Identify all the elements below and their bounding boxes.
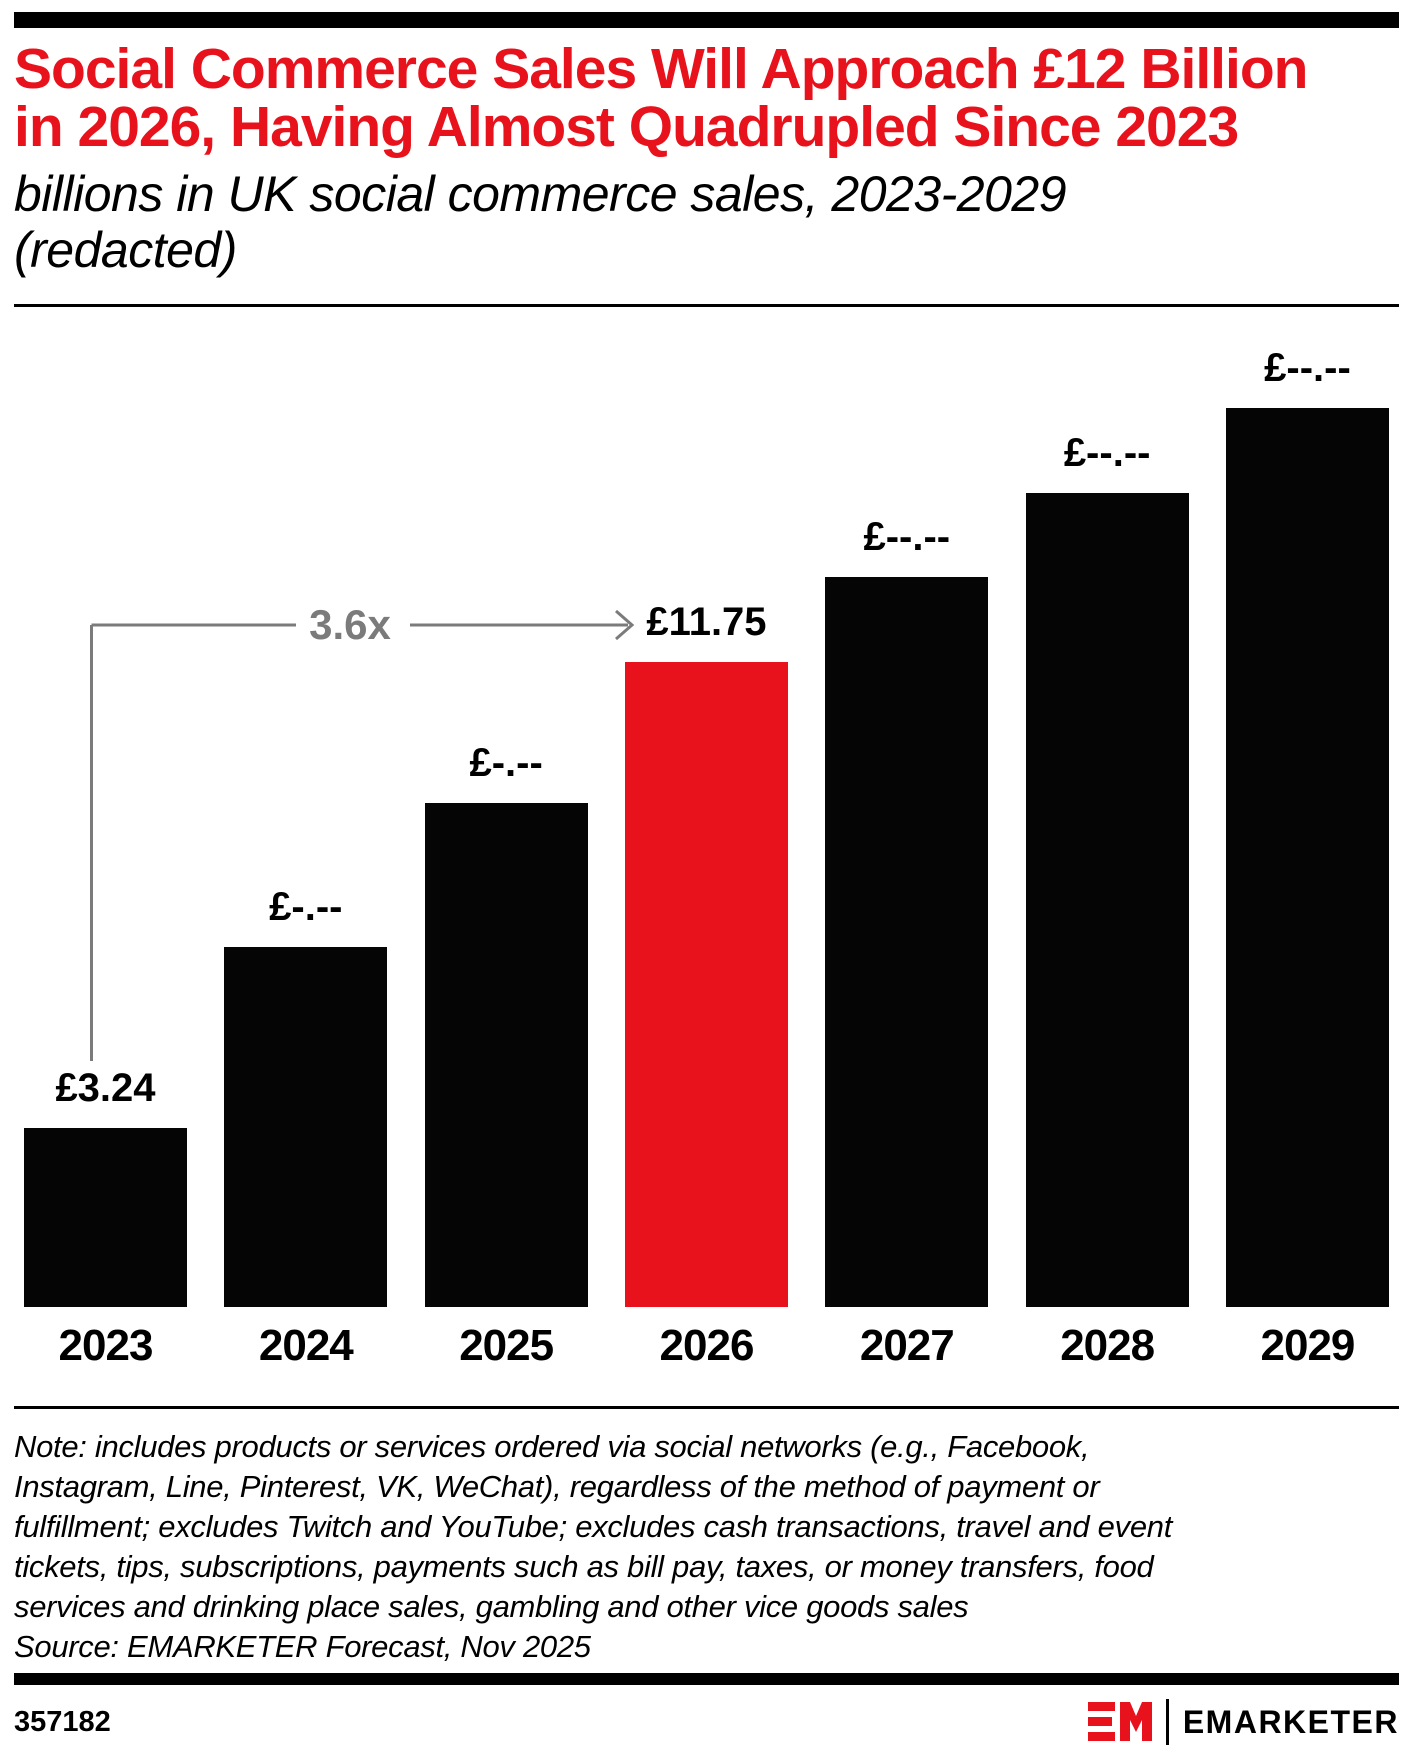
bar-group-2029: £--.-- [1225,346,1389,1307]
footnote-line: tickets, tips, subscriptions, payments s… [14,1549,1154,1584]
brand-name: EMARKETER [1182,1703,1399,1740]
footnote-line: fulfillment; excludes Twitch and YouTube… [14,1509,1173,1544]
chart-subtitle: billions in UK social commerce sales, 20… [14,166,1399,278]
bar-group-2025: £-.-- [424,741,588,1307]
bar-2023 [24,1128,187,1307]
footnote-line: Note: includes products or services orde… [14,1429,1090,1464]
x-tick-2025: 2025 [459,1321,554,1370]
x-tick-2024: 2024 [258,1321,354,1370]
footnote-line: services and drinking place sales, gambl… [14,1589,969,1624]
brand-divider [1165,1699,1169,1745]
bar-group-2023: £3.24 [24,1068,187,1307]
footer: 357182 EMARKETER [14,1699,1399,1745]
bar-2028 [1025,493,1189,1307]
chart-subtitle-line2: (redacted) [14,222,237,278]
bar-value-label: £--.-- [1063,431,1151,475]
chart-id: 357182 [14,1705,111,1738]
bar-2024 [224,947,388,1307]
header-divider [14,304,1399,307]
bar-value-label: £-.-- [469,741,543,785]
bar-group-2024: £-.-- [224,885,388,1307]
x-axis: 2023 2024 2025 2026 2027 2028 2029 [14,1307,1399,1406]
bar-value-label: £11.75 [646,600,767,644]
bar-group-2028: £--.-- [1025,431,1189,1307]
bar-value-label: £--.-- [863,515,951,559]
footnote: Note: includes products or services orde… [14,1427,1399,1667]
x-tick-2026: 2026 [659,1321,755,1370]
bar-group-2027: £--.-- [825,515,989,1307]
source-line: Source: EMARKETER Forecast, Nov 2025 [14,1629,591,1664]
x-tick-2029: 2029 [1260,1321,1356,1370]
x-tick-2028: 2028 [1060,1321,1155,1370]
bar-columns: £3.24 £-.-- £-.-- £11.75 £--.-- £--.-- £… [14,307,1399,1307]
chart-plot: £3.24 £-.-- £-.-- £11.75 £--.-- £--.-- £… [14,307,1399,1307]
page-title-line1: Social Commerce Sales Will Approach £12 … [14,37,1308,101]
footer-rule [14,1673,1399,1685]
emarketer-logo-icon [1087,1702,1152,1741]
bar-2026-highlighted [624,662,788,1307]
footnote-line: Instagram, Line, Pinterest, VK, WeChat),… [14,1469,1100,1504]
chart-subtitle-line1: billions in UK social commerce sales, 20… [14,166,1067,222]
x-tick-2027: 2027 [859,1321,955,1370]
bar-2025 [424,803,588,1307]
top-rule [14,12,1399,28]
bar-2029 [1225,408,1389,1307]
bar-2027 [825,577,989,1307]
bar-value-label: £-.-- [269,885,343,929]
brand-lockup: EMARKETER [1087,1699,1399,1745]
bar-value-label: £--.-- [1264,346,1351,390]
bar-value-label: £3.24 [55,1066,156,1110]
page-title-line2: in 2026, Having Almost Quadrupled Since … [14,95,1239,159]
bar-group-2026: £11.75 [624,600,788,1307]
x-tick-2023: 2023 [58,1321,154,1370]
page-title: Social Commerce Sales Will Approach £12 … [14,40,1399,156]
note-divider [14,1406,1399,1409]
